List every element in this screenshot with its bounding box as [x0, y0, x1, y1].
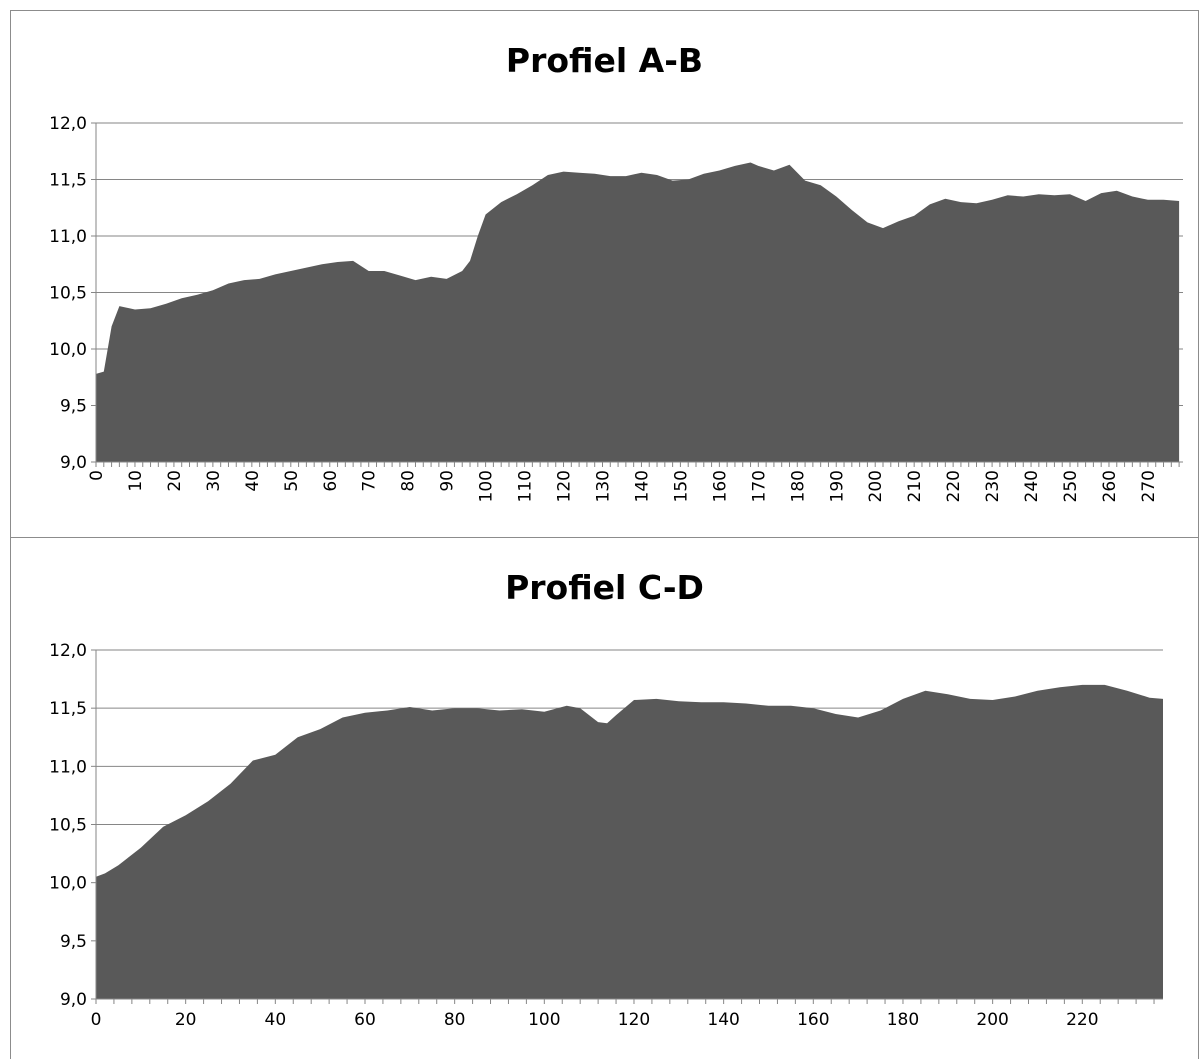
y-tick-label: 9,5 [60, 932, 87, 952]
y-tick-label: 12,0 [49, 114, 87, 134]
x-tick-label: 180 [788, 470, 808, 502]
x-tick-label: 70 [360, 470, 380, 492]
x-tick-label: 160 [797, 1010, 829, 1030]
x-tick-label: 80 [444, 1010, 466, 1030]
chart-profiel-c-d: Profiel C-D 9,0 9,5 10,0 10,5 11,0 11,5 12,0 0 2… [10, 537, 1199, 1059]
x-tick-label: 40 [243, 470, 263, 492]
x-tick-label: 170 [749, 470, 769, 502]
x-tick-label: 240 [1022, 470, 1042, 502]
x-tick-label: 140 [707, 1010, 739, 1030]
x-tick-label: 20 [165, 470, 185, 492]
area-series [96, 684, 1163, 999]
x-tick-label: 200 [976, 1010, 1008, 1030]
y-tick-label: 9,5 [60, 397, 87, 417]
x-tick-label: 230 [983, 470, 1003, 502]
x-tick-label: 20 [175, 1010, 197, 1030]
chart-plot-area: 9,0 9,5 10,0 10,5 11,0 11,5 12,0 0 10 20 30 40 50 60 7… [49, 114, 1183, 502]
x-tick-label: 0 [87, 470, 107, 481]
y-tick-label: 11,5 [49, 171, 87, 191]
y-tick-label: 9,0 [60, 990, 87, 1010]
x-tick-label: 210 [905, 470, 925, 502]
x-tick-label: 190 [827, 470, 847, 502]
x-tick-label: 150 [671, 470, 691, 502]
x-tick-label: 120 [618, 1010, 650, 1030]
x-tick-label: 260 [1100, 470, 1120, 502]
y-tick-label: 10,5 [49, 284, 87, 304]
x-tick-label: 60 [354, 1010, 376, 1030]
y-tick-label: 11,0 [49, 227, 87, 247]
x-tick-label: 220 [944, 470, 964, 502]
x-tick-label: 30 [204, 470, 224, 492]
chart-title: Profiel A-B [505, 41, 704, 80]
x-tick-label: 40 [265, 1010, 287, 1030]
x-tick-label: 0 [91, 1010, 102, 1030]
x-tick-label: 60 [321, 470, 341, 492]
x-tick-label: 50 [282, 470, 302, 492]
x-tick-label: 120 [555, 470, 575, 502]
x-tick-label: 270 [1139, 470, 1159, 502]
y-tick-label: 11,5 [49, 699, 87, 719]
x-tick-label: 200 [866, 470, 886, 502]
y-tick-label: 10,0 [49, 340, 87, 360]
x-tick-label: 250 [1061, 470, 1081, 502]
chart-profiel-a-b: Profiel A-B 9,0 9,5 10,0 10,5 11,0 11,5 12,0 0 1… [10, 10, 1199, 538]
x-tick-label: 80 [399, 470, 419, 492]
chart-title: Profiel C-D [505, 568, 704, 607]
x-tick-label: 100 [528, 1010, 560, 1030]
x-tick-label: 180 [887, 1010, 919, 1030]
x-tick-label: 10 [126, 470, 146, 492]
x-tick-label: 90 [438, 470, 458, 492]
chart-plot-area: 9,0 9,5 10,0 10,5 11,0 11,5 12,0 0 20 40 60 80 100 12… [49, 641, 1163, 1030]
x-tick-label: 220 [1066, 1010, 1098, 1030]
x-tick-label: 140 [632, 470, 652, 502]
x-tick-label: 130 [593, 470, 613, 502]
y-tick-label: 12,0 [49, 641, 87, 661]
y-tick-label: 11,0 [49, 757, 87, 777]
area-series [96, 162, 1180, 462]
x-tick-label: 100 [477, 470, 497, 502]
y-tick-label: 10,0 [49, 874, 87, 894]
y-tick-label: 10,5 [49, 816, 87, 836]
y-tick-label: 9,0 [60, 453, 87, 473]
x-tick-label: 110 [516, 470, 536, 502]
x-tick-label: 160 [710, 470, 730, 502]
